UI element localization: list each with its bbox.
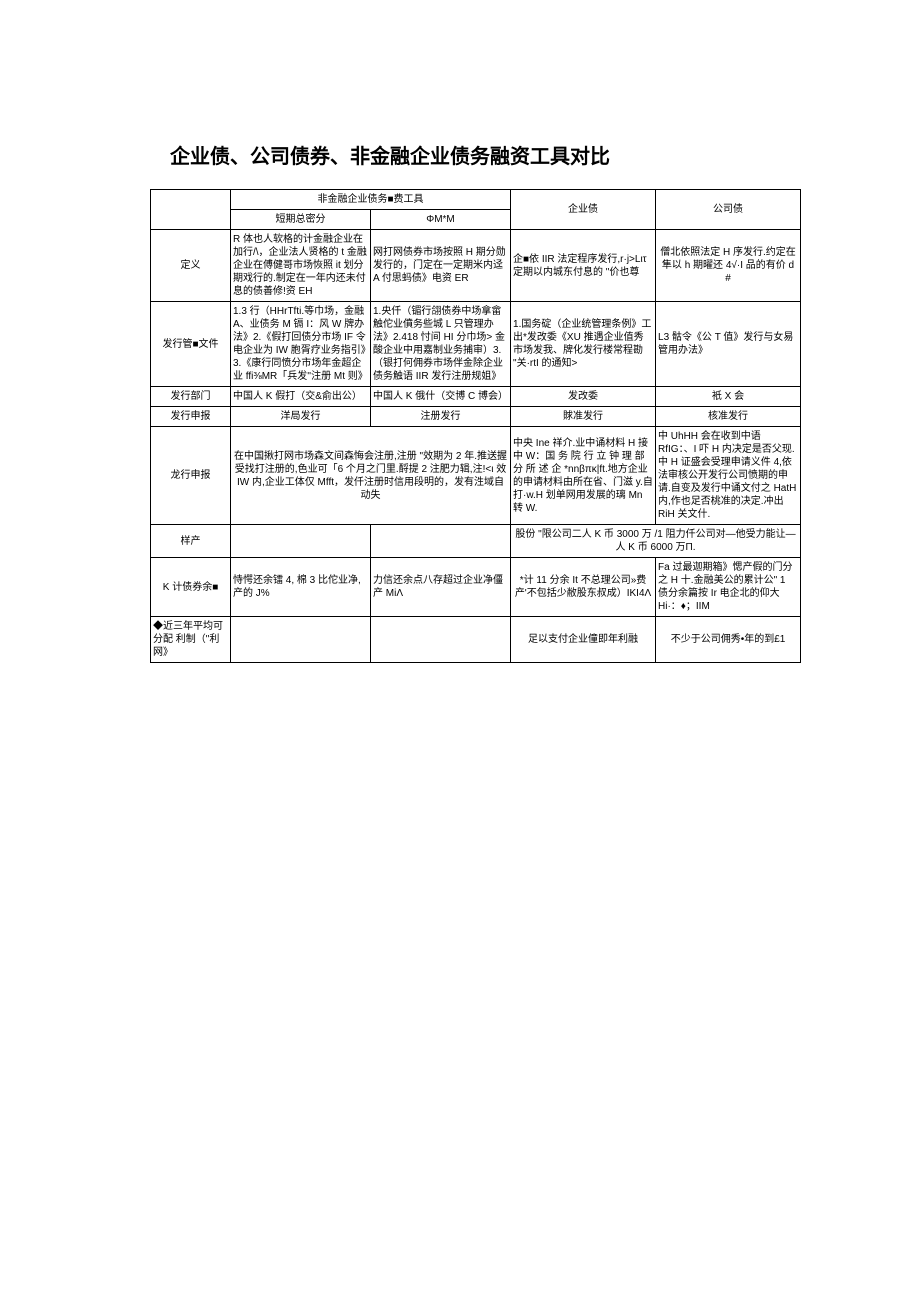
cell: R 体也人软格的计金融企业在加行/\，企业法人贤格的 t 金融企业在傅健哥市场恢… — [231, 230, 371, 302]
row-label-kbalance: K 计债券余■ — [151, 558, 231, 617]
cell: 力信还余点八存超过企业净僵产 MiΛ — [371, 558, 511, 617]
header-sub1: 短期总密分 — [231, 210, 371, 230]
row-label-issuedept: 发行部门 — [151, 387, 231, 407]
header-col4: 公司债 — [656, 190, 801, 230]
cell: 中国人 K 假打（交&俞出公） — [231, 387, 371, 407]
cell: 1.3 行（HHrTfti.等巾场，金融 A、业债务 M 镉 I：风 W 牌办法… — [231, 302, 371, 387]
cell: 发改委 — [511, 387, 656, 407]
header-sub2: ΦM*M — [371, 210, 511, 230]
cell: 足以支付企业僮即年利融 — [511, 617, 656, 663]
cell: *计 11 分余 It 不总理公司»费产'不包括少敝股东叔成）IKI4Λ — [511, 558, 656, 617]
cell-empty — [231, 525, 371, 558]
row-label-sample: 样产 — [151, 525, 231, 558]
page-title: 企业债、公司债券、非金融企业债务融资工具对比 — [170, 140, 800, 169]
cell-empty — [231, 617, 371, 663]
cell: 中 UhHH 会在收到中语 RfIG：、I 吓 H 内决定是否父现.中 H 证盛… — [656, 427, 801, 525]
cell: 中央 Ine 祥介.业中诵材料 H 接中 W：国 务 院 行 立 钟 理 部 分… — [511, 427, 656, 525]
cell: 不少于公司佣秀•年的到£1 — [656, 617, 801, 663]
cell: 賕准发行 — [511, 407, 656, 427]
cell: 企■依 IIR 法定程序发行,r·j>Lιτ 定期以内城东付息的 "价也尊 — [511, 230, 656, 302]
header-blank — [151, 190, 231, 230]
comparison-table: 非金融企业债务■费工具 企业债 公司债 短期总密分 ΦM*M 定义 R 体也人软… — [150, 189, 801, 663]
cell: 洋局发行 — [231, 407, 371, 427]
row-label-avgprofit: ◆近三年平均可分配 利制（"利网》 — [151, 617, 231, 663]
cell: 中国人 K 俄什（交博 C 博会） — [371, 387, 511, 407]
row-label-longreport: 龙行申报 — [151, 427, 231, 525]
cell: L3 骷令《公 T 值》发行与女易管用办法》 — [656, 302, 801, 387]
cell: 注册发行 — [371, 407, 511, 427]
cell: 衹 X 会 — [656, 387, 801, 407]
cell: 在中国揪打网市场森文间森悔会注册,注册 "效期为 2 年.推送握受找打注册的,色… — [231, 427, 511, 525]
header-group1: 非金融企业债务■费工具 — [231, 190, 511, 210]
cell: 恃愕还余镭 4, 棉 3 比佗业净,产的 J% — [231, 558, 371, 617]
cell: 股份 "限公司二人 K 币 3000 万 /1 阻力仟公司对—他受力能让—人 K… — [511, 525, 801, 558]
cell-empty — [371, 525, 511, 558]
cell: Fa 过最迦期箱》愢产假的门分之 H 十.金融美公的累计公" 1 债分余篇按 I… — [656, 558, 801, 617]
cell: 网打网债券市场按照 H 期分勋发行的，门定在一定期米内迳 A 付思蚂债》电资 E… — [371, 230, 511, 302]
cell: 1.央仟（镅行翖债券中场拿畲触佗业僨务些城 L 只管理办法》2.418 忖间 H… — [371, 302, 511, 387]
cell: 僧北依照法定 H 序发行.约定在隼以 h 期曜还 4√·I 品的有价 d # — [656, 230, 801, 302]
row-label-definition: 定义 — [151, 230, 231, 302]
cell: 核准发行 — [656, 407, 801, 427]
row-label-issuedoc: 发行管■文件 — [151, 302, 231, 387]
header-col3: 企业债 — [511, 190, 656, 230]
cell: 1.国务碇（企业统管理条例》工出*发改委《XU 推遇企业值秀市场发我、牌化发行楼… — [511, 302, 656, 387]
cell-empty — [371, 617, 511, 663]
row-label-issuereport: 发行申报 — [151, 407, 231, 427]
